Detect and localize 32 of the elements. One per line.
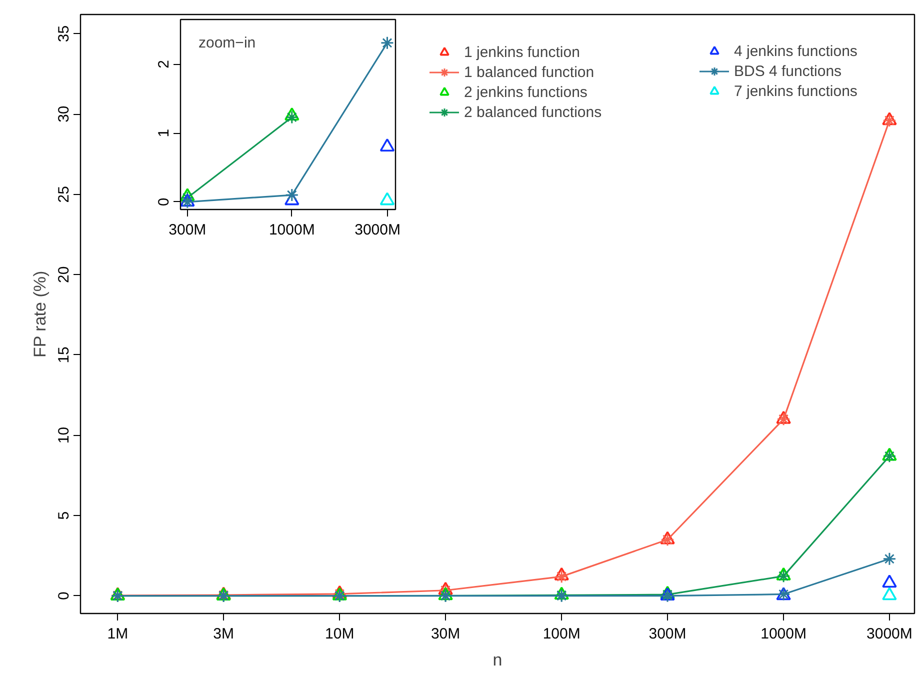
y-tick-label: 30 xyxy=(56,106,72,122)
y-tick-label: 2 xyxy=(156,60,172,68)
y-tick-label: 25 xyxy=(56,186,72,203)
x-tick-label: 30M xyxy=(430,626,460,642)
x-axis-title: n xyxy=(492,650,502,670)
x-tick-label: 3000M xyxy=(866,626,912,642)
annotation: zoom−in xyxy=(198,34,256,52)
y-axis-title: FP rate (%) xyxy=(30,270,50,358)
x-tick-label: 3000M xyxy=(354,222,401,238)
legend-label: 1 balanced function xyxy=(464,62,594,82)
x-tick-label: 300M xyxy=(648,626,686,642)
x-tick-label: 1M xyxy=(107,626,128,642)
y-tick-label: 35 xyxy=(56,25,72,42)
y-tick-label: 10 xyxy=(56,426,72,444)
x-tick-label: 10M xyxy=(325,626,354,642)
x-tick-label: 1000M xyxy=(268,222,315,238)
legend-label: 7 jenkins functions xyxy=(734,82,858,100)
x-tick-label: 3M xyxy=(213,626,234,642)
y-tick-label: 5 xyxy=(56,511,72,520)
y-tick-label: 0 xyxy=(56,592,72,600)
y-tick-label: 15 xyxy=(56,346,72,364)
y-tick-label: 20 xyxy=(56,266,72,283)
legend-label: BDS 4 functions xyxy=(734,62,842,80)
legend-label: 2 jenkins functions xyxy=(464,82,588,102)
legend-label: 1 jenkins function xyxy=(464,42,580,62)
x-tick-label: 1000M xyxy=(760,626,806,642)
y-tick-label: 0 xyxy=(156,198,172,206)
x-tick-label: 300M xyxy=(168,222,206,238)
y-tick-label: 1 xyxy=(156,128,172,138)
x-tick-label: 100M xyxy=(542,626,580,642)
legend-label: 4 jenkins functions xyxy=(734,42,858,60)
legend-label: 2 balanced functions xyxy=(464,102,602,122)
